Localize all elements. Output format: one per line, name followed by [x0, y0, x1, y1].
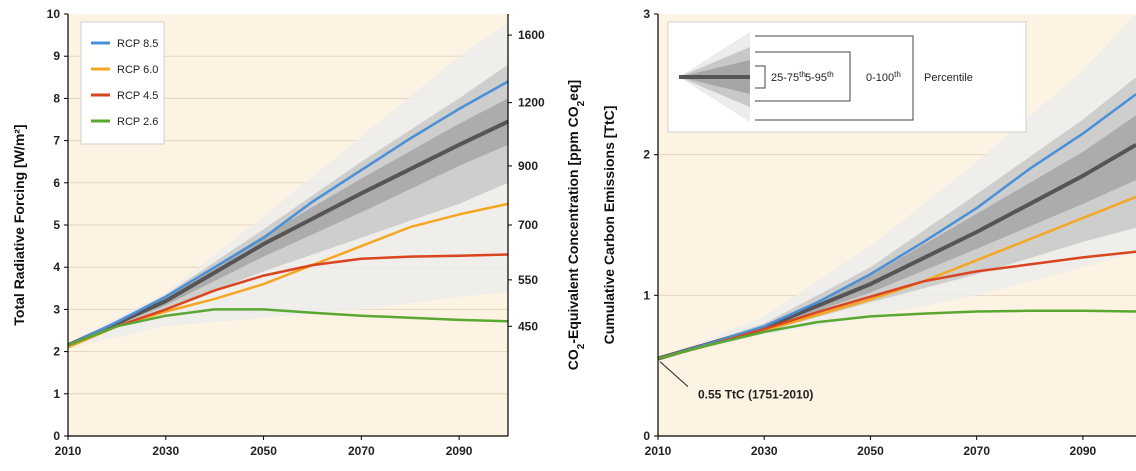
x-tick-label: 2010: [55, 444, 82, 458]
annotation-leader: [659, 361, 689, 388]
band-0-100: [68, 22, 508, 348]
y2-axis-title-part: 2: [576, 343, 587, 349]
percentile-0-100-suffix: th: [894, 70, 901, 79]
band-0-100: [658, 14, 1136, 359]
carbon-emissions-chart: 0 1 2 3 2010 2030 2050 2070 2090 Cumulative Carbo…: [601, 7, 1136, 458]
y2-axis-title: CO2-Equivalent Concentration [ppm CO2eq]: [565, 80, 587, 370]
y-tick-label: 7: [53, 134, 60, 148]
y-tick-label: 10: [47, 7, 61, 21]
percentile-25-75-suffix: th: [799, 70, 806, 79]
y-tick-label: 5: [53, 218, 60, 232]
percentile-25-75-value: 25-75: [771, 72, 799, 84]
y-tick-label: 8: [53, 91, 60, 105]
percentile-5-95: 5-95th: [805, 70, 834, 85]
bracket-0-100: [755, 35, 914, 121]
y-tick-label: 0: [53, 429, 60, 443]
y2-tick-label: 1600: [518, 28, 545, 42]
percentile-legend: 25-75th 5-95th 0-100th Percentile: [667, 21, 1027, 133]
y-tick-label: 3: [643, 7, 650, 21]
x-tick-label: 2050: [857, 444, 884, 458]
percentile-5-95-value: 5-95: [805, 72, 827, 84]
band-5-95: [68, 64, 508, 346]
annotation-text: 0.55 TtC (1751-2010): [698, 388, 813, 402]
y2-axis-title-part: eq]: [565, 80, 581, 101]
percentile-25-75: 25-75th: [771, 70, 806, 85]
x-tick-label: 2070: [963, 444, 990, 458]
series-line-rcp-4-5: [657, 250, 1136, 360]
y-axis-title: Cumulative Carbon Emissions [TtC]: [601, 106, 617, 345]
x-tick-label: 2030: [751, 444, 778, 458]
series-line-rcp-4-5: [67, 253, 509, 347]
y-tick-label: 1: [53, 387, 60, 401]
y2-tick-label: 550: [518, 273, 538, 287]
y-tick-label: 3: [53, 302, 60, 316]
y2-axis-title-part: CO: [565, 349, 581, 370]
y2-tick-label: 700: [518, 218, 538, 232]
radiative-forcing-chart: 0 1 2 3 4 5 6 7 8 9 10 2010 2030 2050 2070 2090 Total Ra…: [11, 7, 587, 458]
y2-tick-label: 450: [518, 319, 538, 333]
y-tick-label: 9: [53, 49, 60, 63]
y2-tick-label: 1200: [518, 96, 545, 110]
percentile-5-95-suffix: th: [827, 70, 834, 79]
series-line-rcp-8-5: [657, 93, 1136, 360]
y-axis-title: Total Radiative Forcing [W/m²]: [11, 124, 27, 325]
series-line-rcp-2-6: [67, 308, 509, 347]
legend-label-rcp-4-5: RCP 4.5: [117, 90, 158, 102]
x-tick-label: 2090: [446, 444, 473, 458]
bracket-5-95: [755, 51, 851, 102]
percentile-0-100: 0-100th: [866, 70, 901, 85]
legend-label-rcp-2-6: RCP 2.6: [117, 116, 158, 128]
y2-axis-title-part: -Equivalent Concentration [ppm CO: [565, 106, 581, 343]
percentile-word: Percentile: [924, 72, 973, 84]
y-tick-label: 6: [53, 176, 60, 190]
y-tick-label: 1: [643, 288, 650, 302]
series-line-rcp-2-6: [657, 309, 1136, 360]
percentile-0-100-value: 0-100: [866, 72, 894, 84]
legend: RCP 8.5 RCP 6.0 RCP 4.5 RCP 2.6: [80, 21, 165, 145]
legend-label-rcp-6-0: RCP 6.0: [117, 64, 158, 76]
x-tick-label: 2050: [250, 444, 277, 458]
bracket-25-75: [755, 65, 766, 89]
series-line-rcp-8-5: [67, 80, 509, 347]
x-tick-label: 2090: [1070, 444, 1097, 458]
x-tick-label: 2010: [645, 444, 672, 458]
x-tick-label: 2030: [152, 444, 179, 458]
median-line: [67, 119, 509, 348]
y-tick-label: 0: [643, 429, 650, 443]
y-tick-label: 2: [643, 148, 650, 162]
y2-tick-label: 900: [518, 159, 538, 173]
band-25-75: [68, 98, 508, 346]
y2-axis-title-part: 2: [576, 100, 587, 106]
x-tick-label: 2070: [348, 444, 375, 458]
y-tick-label: 2: [53, 345, 60, 359]
legend-label-rcp-8-5: RCP 8.5: [117, 38, 158, 50]
y-tick-label: 4: [53, 260, 60, 274]
